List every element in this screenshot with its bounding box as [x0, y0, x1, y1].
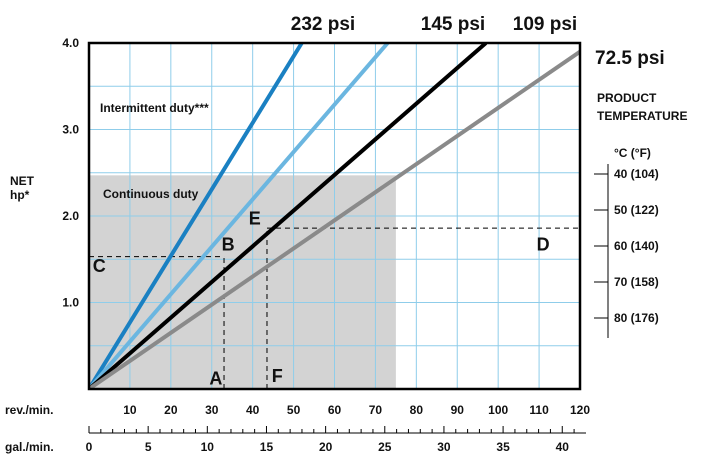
temperature-label: 50 (122) [614, 203, 659, 217]
x-tick-label: 50 [287, 403, 301, 417]
annotation-a: A [209, 369, 222, 389]
annotation-d: D [537, 235, 550, 255]
annotation-c: C [93, 256, 106, 276]
x2-tick-label: 10 [201, 440, 215, 454]
y-tick-label: 4.0 [62, 36, 79, 50]
temperature-label: 80 (176) [614, 311, 659, 325]
series-line-109-psi [89, 43, 488, 389]
temperature-label: 70 (158) [614, 275, 659, 289]
x2-axis-label: gal./min. [5, 440, 54, 454]
x2-tick-label: 15 [260, 440, 274, 454]
x2-tick-label: 25 [378, 440, 392, 454]
x-tick-label: 100 [488, 403, 508, 417]
gal-ruler [88, 426, 586, 434]
temperature-title-line: PRODUCT [597, 91, 657, 105]
annotation-f: F [272, 366, 283, 386]
x2-tick-label: 35 [496, 440, 510, 454]
x-tick-label: 80 [410, 403, 424, 417]
x-tick-label: 110 [529, 403, 549, 417]
y-axis-label-line: hp* [10, 188, 30, 202]
plot-border [87, 41, 582, 391]
y-axis-label-line: NET [10, 174, 35, 188]
series-label-72-5-psi: 72.5 psi [595, 48, 665, 69]
annotation-e: E [249, 209, 261, 229]
series-line-145-psi [89, 43, 390, 389]
grid-lines [89, 43, 580, 389]
series-lines [89, 43, 580, 389]
x-tick-label: 10 [123, 403, 137, 417]
annotation-b: B [222, 235, 235, 255]
temperature-title-line: TEMPERATURE [597, 109, 687, 123]
x-axis-label: rev./min. [5, 403, 53, 417]
y-tick-label: 2.0 [62, 209, 79, 223]
x2-tick-label: 20 [319, 440, 333, 454]
continuous-duty-label: Continuous duty [103, 187, 199, 201]
y-tick-label: 3.0 [62, 123, 79, 137]
y-tick-label: 1.0 [62, 296, 79, 310]
series-label-232-psi: 232 psi [291, 14, 355, 35]
x2-tick-label: 5 [145, 440, 152, 454]
x2-tick-label: 30 [437, 440, 451, 454]
x-tick-label: 90 [451, 403, 465, 417]
x2-tick-label: 40 [556, 440, 570, 454]
intermittent-duty-label: Intermittent duty*** [100, 101, 209, 115]
temperature-label: 40 (104) [614, 167, 659, 181]
temperature-unit-label: °C (°F) [614, 146, 651, 160]
x2-tick-label: 0 [86, 440, 93, 454]
x-tick-label: 70 [369, 403, 383, 417]
series-label-145-psi: 145 psi [421, 14, 485, 35]
x-tick-label: 120 [570, 403, 590, 417]
x-tick-label: 40 [246, 403, 260, 417]
temperature-label: 60 (140) [614, 239, 659, 253]
x-tick-label: 30 [205, 403, 219, 417]
x-tick-label: 20 [164, 403, 178, 417]
series-label-109-psi: 109 psi [513, 14, 577, 35]
series-line-72-5-psi [89, 50, 580, 389]
series-line-232-psi [89, 43, 304, 389]
x-tick-label: 60 [328, 403, 342, 417]
